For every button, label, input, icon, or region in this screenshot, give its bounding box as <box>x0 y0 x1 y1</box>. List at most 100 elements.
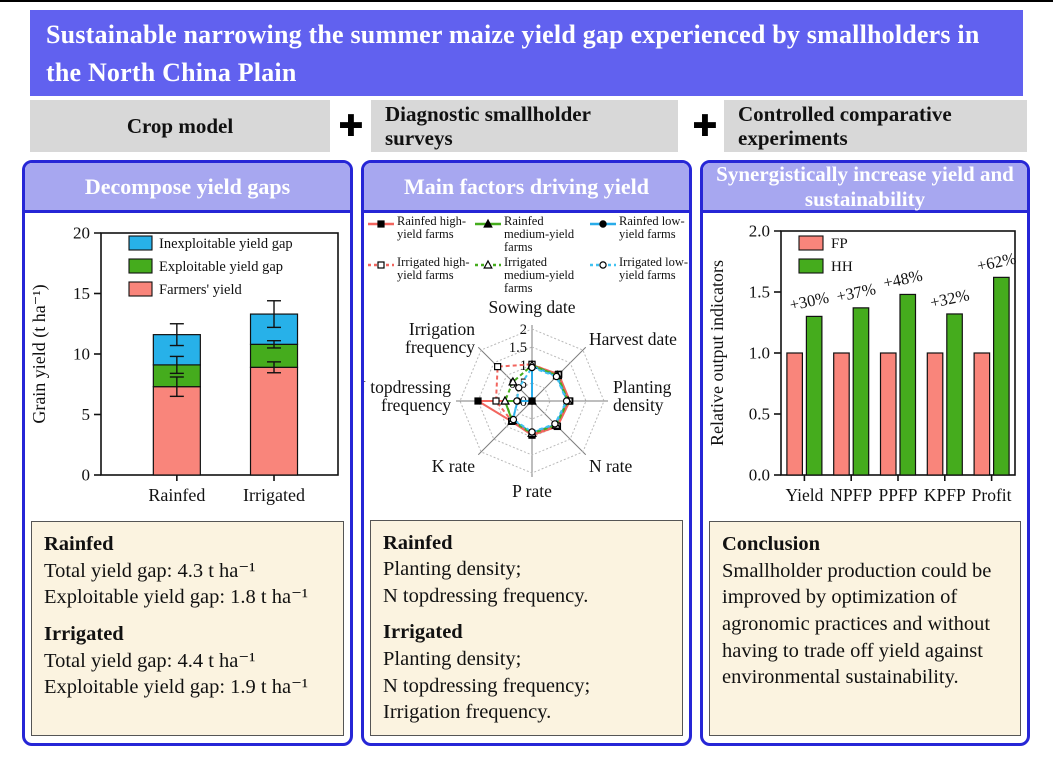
plus-icon: ✚ <box>338 108 364 144</box>
legend-label: Rainfed high-yield farms <box>397 213 467 241</box>
note-box-conclusion: Conclusion Smallholder production could … <box>709 521 1021 736</box>
radial-tick-label: 1 <box>520 358 527 374</box>
legend-label: Rainfed medium-yield farms <box>504 213 575 255</box>
bar-hh <box>805 315 823 476</box>
spacer <box>383 609 670 619</box>
series-marker <box>377 261 385 269</box>
bar-hh <box>852 307 870 476</box>
note-box-driving-factors: Rainfed Planting density; N topdressing … <box>370 519 683 736</box>
bar-fp <box>833 352 850 476</box>
legend-label: HH <box>831 259 853 275</box>
y-tick-label: 15 <box>73 284 90 303</box>
note-line: Planting density; <box>383 648 522 671</box>
y-tick-label: 20 <box>73 224 90 243</box>
radial-tick-label: 2 <box>520 322 527 338</box>
y-tick-label: 0.0 <box>749 466 770 485</box>
legend-item: Irrigated medium-yield farms <box>475 256 588 295</box>
note-line: Exploitable yield gap: 1.8 t ha⁻¹ <box>44 586 309 609</box>
radar-axis-label: frequency <box>405 337 475 357</box>
radar-axis-label: N topdressing <box>364 377 451 397</box>
x-tick-label: Irrigated <box>243 485 305 505</box>
legend-line-sample <box>475 218 501 228</box>
radar-spoke <box>477 400 533 455</box>
bar-segment <box>249 366 299 476</box>
legend-item: Irrigated high-yield farms <box>368 256 473 295</box>
bar-percent-label: +30% <box>788 288 831 315</box>
method-box-surveys: Diagnostic smallholder surveys <box>371 100 678 152</box>
bar-hh <box>993 276 1010 476</box>
radar-axis-label: Planting <box>613 377 672 397</box>
stacked-bar-chart-area: 0 5 10 15 20 Grain yield (t ha⁻¹) Rainfed Irrig… <box>25 213 350 519</box>
note-line: Exploitable yield gap: 1.9 t ha⁻¹ <box>44 676 309 699</box>
note-line: Smallholder production could be improved… <box>722 559 992 689</box>
panel-title: Main factors driving yield <box>364 163 689 213</box>
series-marker <box>377 220 385 228</box>
series-marker <box>509 415 518 424</box>
bar-segment <box>152 386 201 476</box>
spacer <box>44 611 331 621</box>
legend-line-sample <box>590 220 616 228</box>
legend-swatch <box>798 235 824 251</box>
bar-fp <box>926 352 944 476</box>
legend-item: Rainfed medium-yield farms <box>475 213 588 255</box>
method-box-experiments: Controlled comparative experiments <box>724 100 1027 152</box>
radial-tick-label: 1.5 <box>509 340 527 356</box>
radar-axis-label: P rate <box>512 481 552 501</box>
legend-label: Irrigated medium-yield farms <box>504 255 575 296</box>
x-tick-label: PPFP <box>879 485 918 505</box>
radar-grid-ring <box>477 346 587 456</box>
relative-output-grouped-bar-chart: 0.0 0.5 1.0 1.5 2.0 Relative output indicator… <box>707 222 1018 506</box>
series-marker <box>474 397 482 405</box>
radar-axis-label: N rate <box>589 456 632 476</box>
x-tick-label: KPFP <box>924 485 966 505</box>
note-heading: Rainfed <box>383 531 453 554</box>
bar-percent-label: +37% <box>835 279 878 306</box>
plus-icon: ✚ <box>692 108 718 144</box>
note-line: Total yield gap: 4.3 t ha⁻¹ <box>44 559 256 582</box>
legend-line-sample <box>590 261 616 269</box>
bar-fp <box>879 352 897 476</box>
note-box-yield-gaps: Rainfed Total yield gap: 4.3 t ha⁻¹ Expl… <box>31 521 344 736</box>
legend-label: Rainfed low-yield farms <box>619 213 685 241</box>
legend-label: Exploitable yield gap <box>159 259 283 275</box>
panel-title: Synergistically increase yield and susta… <box>703 163 1027 213</box>
series-marker <box>562 397 571 405</box>
x-tick-label: Profit <box>972 485 1012 505</box>
legend-label: Inexploitable yield gap <box>159 236 293 252</box>
legend-swatch <box>128 235 153 251</box>
grouped-bar-chart-area: 0.0 0.5 1.0 1.5 2.0 Relative output indicator… <box>703 213 1027 519</box>
top-border-line <box>0 0 1053 2</box>
y-tick-label: 5 <box>82 405 91 424</box>
figure-title: Sustainable narrowing the summer maize y… <box>30 10 1023 96</box>
series-marker <box>483 218 493 228</box>
bar-fp <box>786 352 804 476</box>
legend-line-sample <box>368 220 394 228</box>
series-marker <box>492 397 500 405</box>
legend-swatch <box>798 258 824 274</box>
legend-line-sample <box>475 259 501 269</box>
radar-axis-label: density <box>613 395 664 415</box>
note-line: N topdressing frequency; <box>383 674 591 697</box>
y-tick-label: 2.0 <box>749 222 770 241</box>
method-label: Controlled comparative experiments <box>738 101 952 150</box>
note-heading: Rainfed <box>44 533 114 555</box>
series-marker <box>551 420 559 428</box>
bar-fp <box>973 352 991 476</box>
radar-spoke <box>477 346 533 402</box>
series-marker <box>513 397 521 405</box>
bar-hh <box>899 293 917 476</box>
radar-legend: Rainfed high-yield farms Rainfed medium-y… <box>366 213 688 295</box>
series-marker <box>494 362 502 371</box>
radar-axis-label: Sowing date <box>488 297 575 317</box>
bar-percent-label: +32% <box>928 285 971 312</box>
y-tick-label: 0 <box>82 466 91 485</box>
series-marker <box>528 428 536 436</box>
panel-increase-yield-sustainability: Synergistically increase yield and susta… <box>700 160 1030 746</box>
y-tick-label: 1.0 <box>749 344 770 363</box>
legend-label: Irrigated high-yield farms <box>397 255 470 283</box>
radar-axis-label: Harvest date <box>589 329 677 349</box>
bar-percent-label: +48% <box>882 266 925 293</box>
note-heading: Irrigated <box>383 621 463 644</box>
